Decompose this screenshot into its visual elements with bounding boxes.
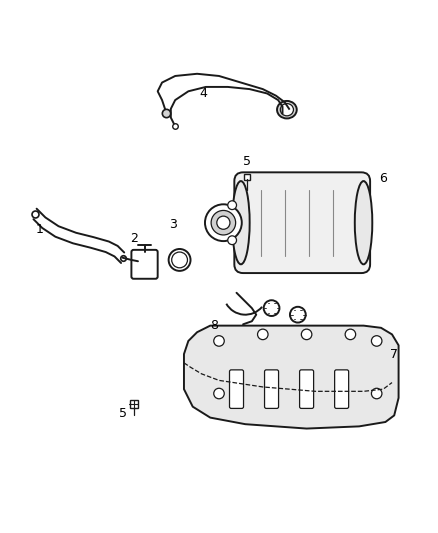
Circle shape (290, 307, 306, 322)
Ellipse shape (280, 103, 293, 116)
FancyBboxPatch shape (234, 172, 370, 273)
Circle shape (264, 300, 279, 316)
Text: 6: 6 (379, 172, 387, 185)
Text: 3: 3 (169, 219, 177, 231)
Circle shape (345, 329, 356, 340)
Text: 2: 2 (130, 231, 138, 245)
Circle shape (205, 204, 242, 241)
Circle shape (228, 236, 237, 245)
Circle shape (211, 211, 236, 235)
FancyBboxPatch shape (230, 370, 244, 408)
Circle shape (258, 329, 268, 340)
Circle shape (228, 201, 237, 209)
FancyBboxPatch shape (265, 370, 279, 408)
Text: 4: 4 (200, 87, 208, 100)
Text: 8: 8 (211, 319, 219, 332)
FancyBboxPatch shape (300, 370, 314, 408)
Circle shape (169, 249, 191, 271)
FancyBboxPatch shape (131, 250, 158, 279)
Circle shape (214, 388, 224, 399)
Circle shape (371, 336, 382, 346)
Polygon shape (184, 326, 399, 429)
Circle shape (301, 329, 312, 340)
Ellipse shape (232, 181, 250, 264)
Text: 5: 5 (119, 407, 127, 419)
Ellipse shape (355, 181, 372, 264)
Circle shape (214, 336, 224, 346)
Circle shape (172, 252, 187, 268)
FancyBboxPatch shape (335, 370, 349, 408)
Text: 1: 1 (35, 223, 43, 236)
Text: 5: 5 (244, 155, 251, 168)
Text: 7: 7 (390, 348, 398, 361)
Circle shape (371, 388, 382, 399)
Circle shape (217, 216, 230, 229)
Ellipse shape (277, 101, 297, 118)
